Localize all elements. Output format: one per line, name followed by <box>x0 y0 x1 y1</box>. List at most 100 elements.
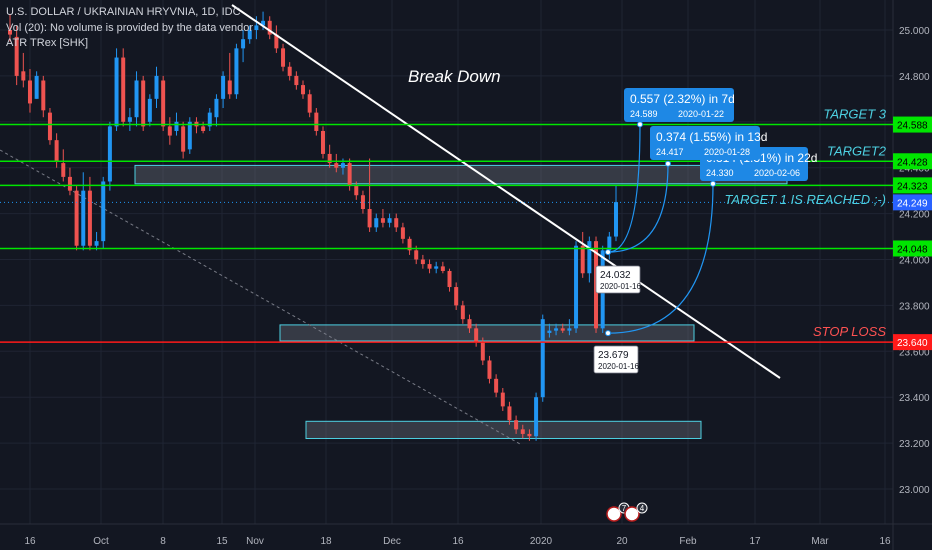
candle-body <box>174 121 179 131</box>
projection-arc <box>607 183 714 334</box>
price-tick-label: 24.200 <box>899 210 930 221</box>
price-tick-label: 23.400 <box>899 393 930 404</box>
candle-body <box>181 126 186 152</box>
time-tick-label: 16 <box>24 536 36 547</box>
candle-body <box>614 202 618 237</box>
candle-body <box>167 126 172 136</box>
anchor-point <box>605 330 611 337</box>
candle-body <box>41 80 46 111</box>
candle-body <box>500 392 505 407</box>
price-level-tag <box>893 177 932 194</box>
candle-body <box>574 245 579 329</box>
candle-body <box>21 71 26 81</box>
anchor-label-date: 2020-01-16 <box>600 282 641 291</box>
candle-body <box>507 406 512 421</box>
candle-body <box>547 330 552 333</box>
candle-body <box>254 25 259 30</box>
candle-body <box>14 36 19 76</box>
candle-body <box>47 112 52 141</box>
candle-body <box>74 190 79 246</box>
anchor-label-date: 2020-01-16 <box>598 362 639 371</box>
time-tick-label: Mar <box>811 536 829 547</box>
candle-body <box>54 140 59 161</box>
candle-body <box>127 117 132 122</box>
candle-body <box>394 218 399 228</box>
candle-body <box>334 163 339 168</box>
candle-body <box>354 186 359 196</box>
candle-body <box>121 57 126 122</box>
projection-label-date: 2020-01-28 <box>704 147 750 157</box>
projection-endpoint <box>710 180 716 187</box>
last-price-tag <box>893 194 932 211</box>
candle-body <box>607 236 612 251</box>
support-resistance-zone <box>134 164 788 185</box>
candle-body <box>514 420 519 430</box>
time-tick-label: 18 <box>320 536 332 547</box>
projection-label-text: 0.557 (2.32%) in 7d <box>630 92 735 106</box>
candle-body <box>81 190 86 246</box>
candle-body <box>281 48 286 67</box>
price-tick-label: 23.600 <box>899 347 930 358</box>
time-tick-label: 16 <box>879 536 891 547</box>
candle-body <box>294 75 299 86</box>
candle-body <box>540 319 545 398</box>
volume-indicator-label[interactable]: Vol (20): No volume is provided by the d… <box>6 22 254 34</box>
price-tick-label: 24.000 <box>899 256 930 267</box>
candle-body <box>380 218 385 223</box>
anchor-label-value: 23.679 <box>598 350 629 361</box>
price-level-value: 24.048 <box>897 244 928 255</box>
time-tick-label: 17 <box>749 536 761 547</box>
candle-body <box>307 94 312 113</box>
candle-body <box>187 121 192 150</box>
break-down-trendline <box>231 4 781 379</box>
candle-body <box>154 75 159 99</box>
candle-body <box>141 80 146 127</box>
candle-body <box>247 30 252 40</box>
candle-body <box>67 176 72 191</box>
time-tick-label: Oct <box>93 536 109 547</box>
candle-body <box>8 30 12 35</box>
candle-body <box>107 126 112 182</box>
atr-indicator-label[interactable]: ATR TRex [SHK] <box>6 37 89 49</box>
candle-body <box>567 328 572 331</box>
candle-body <box>420 259 425 265</box>
projection-label-date: 2020-02-06 <box>754 168 800 178</box>
candle-body <box>101 181 106 242</box>
anchor-label-value: 24.032 <box>600 270 631 281</box>
candle-body <box>407 238 412 251</box>
candle-body <box>274 34 279 49</box>
candle-body <box>320 130 325 154</box>
projection-label-price: 24.330 <box>706 168 734 178</box>
candle-body <box>367 209 372 228</box>
chart-title[interactable]: U.S. DOLLAR / UKRAINIAN HRYVNIA, 1D, IDC <box>6 6 241 18</box>
price-level-value: 24.323 <box>897 181 928 192</box>
candle-body <box>261 20 266 26</box>
event-flag-icon[interactable] <box>606 506 622 522</box>
candle-body <box>221 75 226 99</box>
candle-body <box>87 190 92 246</box>
candle-body <box>467 319 472 329</box>
time-tick-label: 20 <box>616 536 628 547</box>
candle-body <box>327 153 332 164</box>
candle-body <box>94 241 99 246</box>
candle-body <box>234 48 239 95</box>
price-tick-label: 23.800 <box>899 301 930 312</box>
anchor-point <box>605 249 611 256</box>
candle-body <box>27 80 32 104</box>
projection-endpoint <box>637 121 643 128</box>
candle-body <box>227 80 232 95</box>
price-tick-label: 25.000 <box>899 26 930 37</box>
candle-body <box>360 195 365 210</box>
event-flag-icon[interactable] <box>624 506 640 522</box>
event-count-text: 4 <box>640 504 645 513</box>
price-level-value: 23.640 <box>897 338 928 349</box>
time-tick-label: 8 <box>160 536 166 547</box>
candle-body <box>560 328 565 331</box>
candle-body <box>454 287 459 306</box>
projection-label-box <box>624 88 734 122</box>
price-level-tag <box>893 334 932 351</box>
candle-body <box>374 218 379 228</box>
time-tick-label: Nov <box>246 536 264 547</box>
